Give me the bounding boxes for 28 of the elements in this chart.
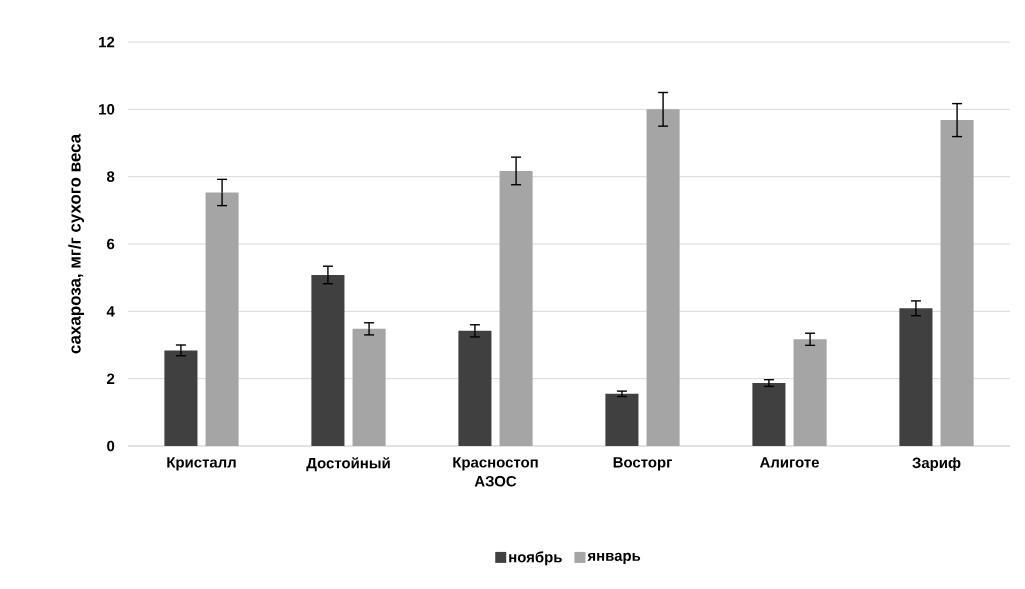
y-tick-label: 4 <box>106 306 115 317</box>
x-tick-label: Красностоп АЗОС <box>453 457 538 487</box>
y-tick-label: 12 <box>99 36 115 48</box>
bar <box>899 308 933 446</box>
y-axis-title: сахароза, мг/г сухого веса <box>68 133 85 354</box>
bar <box>646 109 680 446</box>
x-tick-label: Алиготе <box>759 457 819 468</box>
y-tick-label: 6 <box>107 238 115 250</box>
bar <box>311 274 345 446</box>
bar <box>605 393 639 446</box>
y-tick-label: 10 <box>99 104 115 115</box>
bar <box>205 192 239 446</box>
bar <box>793 339 827 446</box>
x-tick-label: Зариф <box>912 457 961 472</box>
bar <box>164 350 198 446</box>
x-tick-label: Достойный <box>306 457 390 472</box>
bar <box>940 120 974 446</box>
y-tick-label: 2 <box>107 373 115 384</box>
x-tick-label: Кристалл <box>167 457 236 471</box>
y-tick-label: 0 <box>107 440 115 452</box>
x-tick-label: Восторг <box>613 457 672 471</box>
y-tick-label: 8 <box>106 171 115 182</box>
legend-label: ноябрь <box>509 551 562 566</box>
bar <box>499 170 533 446</box>
bar <box>352 328 386 446</box>
bar <box>458 330 492 446</box>
bar <box>752 383 786 446</box>
legend-label: январь <box>587 552 641 564</box>
